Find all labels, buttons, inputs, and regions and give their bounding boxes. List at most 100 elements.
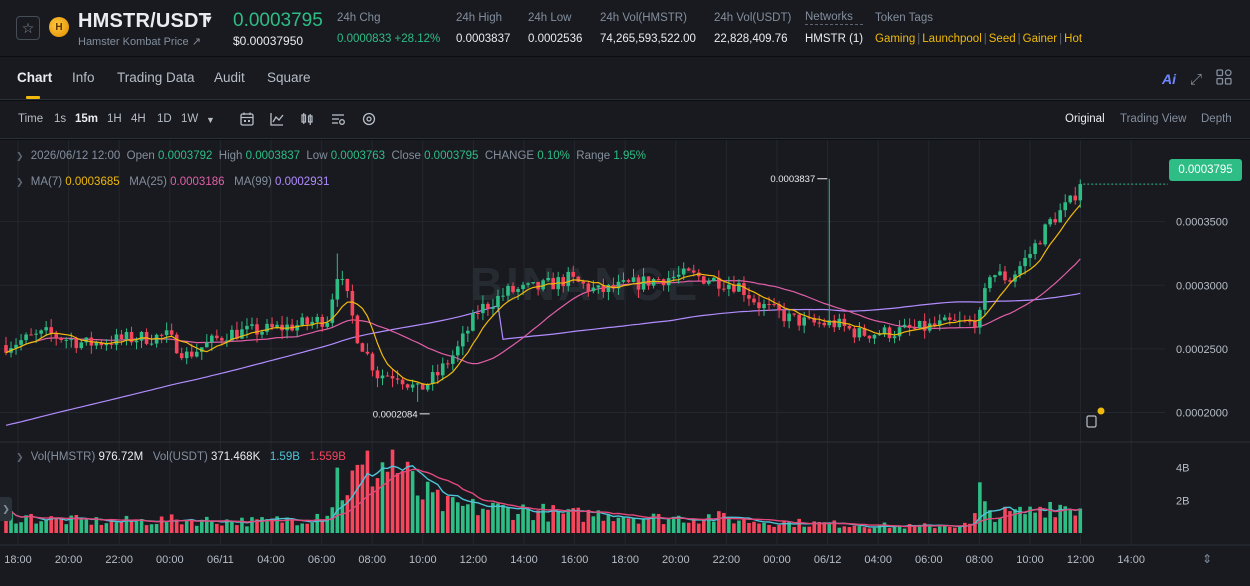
candle-body [968, 320, 972, 322]
volume-bar [435, 489, 440, 533]
volume-bar [857, 526, 862, 533]
candle-body [952, 319, 957, 321]
tab-chart[interactable]: Chart [17, 70, 53, 85]
volume-bar [606, 514, 611, 533]
interval-1w[interactable]: 1W [181, 113, 199, 125]
candle-body [410, 384, 415, 388]
ohlc-info-row: ❯ 2026/06/12 12:00 Open 0.0003792 High 0… [16, 150, 646, 162]
ma99-line [5, 292, 1081, 426]
stat-label: Networks [805, 11, 864, 25]
volume-bar [64, 524, 69, 533]
chart-settings-icon[interactable] [330, 111, 346, 130]
volume-bar [958, 525, 962, 533]
layout-grid-icon[interactable] [1216, 69, 1232, 89]
volume-bar [827, 523, 832, 533]
volume-bar [501, 504, 505, 533]
volume-bar [636, 523, 641, 533]
volume-bar [917, 524, 922, 533]
candle-body [285, 324, 289, 331]
interval-1s[interactable]: 1s [54, 113, 67, 125]
token-tag[interactable]: Gainer [1022, 33, 1058, 45]
volume-bar [380, 462, 385, 533]
pair-name[interactable]: HMSTR/USDT [78, 10, 212, 32]
candle-body [631, 277, 636, 282]
stat-24h-change: 24h Chg 0.0000833 +28.12% [337, 12, 440, 45]
view-trading-view[interactable]: Trading View [1120, 113, 1187, 125]
side-panel-handle[interactable]: ❯ [0, 497, 12, 521]
x-axis-tick-label: 22:00 [713, 554, 741, 566]
tab-info[interactable]: Info [72, 70, 95, 85]
tag-separator: | [1059, 33, 1063, 45]
volume-bar [144, 525, 149, 533]
candle-body [707, 281, 711, 284]
collapse-chevron-icon[interactable]: ❯ [16, 452, 24, 462]
target-icon[interactable] [361, 111, 377, 130]
candle-style-icon[interactable] [299, 111, 315, 130]
token-tag[interactable]: Seed [988, 33, 1016, 45]
token-tag[interactable]: Launchpool [922, 33, 982, 45]
candle-body [787, 313, 791, 322]
candle-body [832, 320, 837, 328]
candle-body [64, 339, 69, 341]
tab-square[interactable]: Square [267, 70, 311, 85]
candle-body [742, 283, 746, 296]
token-tag[interactable]: Gaming [875, 33, 916, 45]
interval-1h[interactable]: 1H [107, 113, 122, 125]
volume-bar [511, 519, 515, 533]
interval-4h[interactable]: 4H [131, 113, 146, 125]
volume-bar [461, 505, 465, 533]
candle-body [1078, 184, 1083, 201]
interval-15m[interactable]: 15m [75, 113, 99, 125]
tab-trading-data[interactable]: Trading Data [117, 70, 195, 85]
notification-dot-icon [1097, 407, 1105, 415]
calendar-icon[interactable] [239, 111, 255, 130]
x-axis-tick-label: 06/11 [207, 554, 234, 566]
volume-bar [576, 507, 581, 533]
vol-quote-label: Vol(USDT) [152, 451, 208, 463]
volume-bar [947, 526, 952, 533]
tab-audit[interactable]: Audit [214, 70, 245, 85]
volume-bar [350, 470, 355, 533]
volume-bar [772, 526, 776, 533]
candle-body [119, 334, 124, 340]
interval-dropdown-icon[interactable]: ▼ [206, 115, 215, 125]
candle-body [922, 320, 927, 331]
volume-bar [215, 523, 219, 533]
chart-area[interactable]: BINANCE 0.0003500 0.0003000 0.0002500 0.000… [0, 140, 1250, 586]
volume-bar [1008, 511, 1012, 533]
x-axis-tick-label: 10:00 [409, 554, 437, 566]
ai-icon[interactable]: Ai [1161, 71, 1176, 87]
stat-networks[interactable]: Networks HMSTR (1) [805, 11, 864, 45]
token-tag[interactable]: Hot [1064, 33, 1083, 45]
interval-time[interactable]: Time [18, 113, 44, 125]
close-value: 0.0003795 [424, 150, 479, 162]
candlestick-chart[interactable]: BINANCE 0.00035000.00030000.00025000.000… [0, 140, 1250, 586]
candle-body [732, 284, 736, 292]
x-axis-tick-label: 10:00 [1016, 554, 1044, 566]
favorite-star-button[interactable]: ☆ [16, 16, 40, 40]
volume-bar [310, 522, 315, 533]
collapse-chevron-icon[interactable]: ❯ [16, 151, 24, 161]
indicator-chart-icon[interactable] [269, 111, 285, 130]
view-original[interactable]: Original [1065, 113, 1105, 125]
candle-body [260, 331, 264, 335]
volume-bar [722, 512, 726, 533]
y-axis-tick-label: 0.0003000 [1176, 280, 1228, 292]
candle-body [54, 333, 58, 339]
collapse-chevron-icon[interactable]: ❯ [16, 177, 24, 187]
pair-dropdown-caret-icon[interactable]: ▼ [203, 14, 214, 26]
token-price-link[interactable]: Hamster Kombat Price ↗ [78, 36, 201, 48]
volume-bar [285, 517, 289, 533]
candle-body [4, 345, 8, 353]
candle-body [877, 334, 882, 336]
stat-label: 24h Vol(HMSTR) [600, 12, 687, 24]
expand-icon[interactable]: ⤢ [1189, 70, 1202, 88]
candle-body [722, 288, 726, 290]
volume-bar [34, 523, 38, 533]
ma7-value: 0.0003685 [65, 176, 120, 188]
candle-body [310, 321, 315, 325]
interval-1d[interactable]: 1D [157, 113, 172, 125]
candle-body [189, 351, 194, 357]
view-depth[interactable]: Depth [1201, 113, 1232, 125]
candles [4, 178, 1083, 402]
